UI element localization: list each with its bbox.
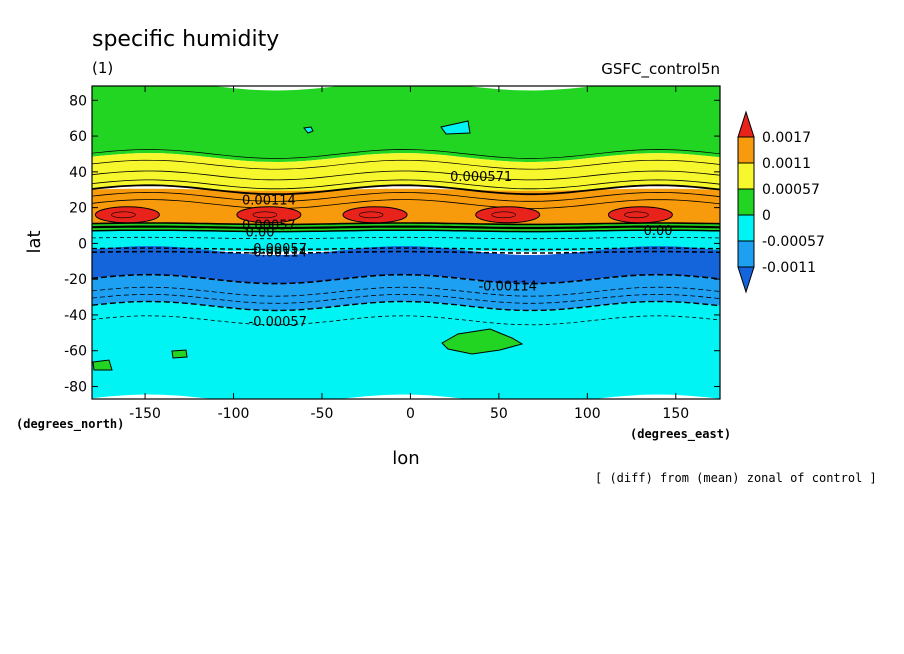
maximum-blob-0 <box>94 206 160 224</box>
contour-label-2: 0.00057 <box>242 219 296 234</box>
colorbar-label-4: -0.00057 <box>762 234 825 250</box>
contour-band-0 <box>92 86 720 162</box>
x-unit-label: (degrees_east) <box>630 427 731 442</box>
contour-line-16 <box>92 300 720 312</box>
x-tick-label-0: -150 <box>129 406 161 422</box>
colorbar-label-1: 0.0011 <box>762 156 811 172</box>
maximum-inner-contour-2 <box>358 211 384 219</box>
colorbar-segment-0 <box>737 110 755 138</box>
contour-label-1: 0.00114 <box>242 193 296 208</box>
contour-line-1 <box>92 159 720 170</box>
maximum-inner-contour-0 <box>111 211 136 219</box>
colorbar-label-2: 0.00057 <box>762 182 820 198</box>
y-tick-label-6: -40 <box>64 308 87 324</box>
contour-label-3: 0.00 <box>246 226 275 241</box>
colorbar-segment-1 <box>737 136 755 164</box>
contour-label-6: -0.00114 <box>249 245 307 260</box>
chart-subtitle: (1) <box>92 59 113 77</box>
maximum-blob-2 <box>342 206 408 224</box>
contour-band-1 <box>92 153 720 195</box>
y-tick-label-8: -80 <box>64 379 87 395</box>
x-tick-label-2: -50 <box>311 406 334 422</box>
colorbar-label-0: 0.0017 <box>762 130 811 146</box>
contour-band-7 <box>92 301 720 399</box>
colorbar: 0.0017 0.0011 0.00057 0 -0.00057 -0.0011 <box>737 110 825 294</box>
contour-line-4 <box>92 184 720 196</box>
x-axis-ticks: -150 -100 -50 0 50 100 150 <box>129 86 689 422</box>
chart-title: specific humidity <box>92 27 279 52</box>
x-tick-label-4: 50 <box>490 406 508 422</box>
maximum-blob-4 <box>607 206 673 224</box>
contour-label-0: 0.000571 <box>450 170 512 185</box>
maximum-blob-1 <box>236 206 302 224</box>
contour-band-4 <box>92 229 720 252</box>
y-tick-label-0: 80 <box>69 93 87 109</box>
y-tick-label-2: 40 <box>69 165 87 181</box>
contour-line-13 <box>92 273 720 285</box>
contour-label-5: -0.00057 <box>249 242 307 257</box>
patch-southwest-green <box>92 359 113 371</box>
plot-frame <box>91 85 721 400</box>
contour-line-11 <box>92 247 720 251</box>
y-axis-label: lat <box>24 230 45 253</box>
maximum-blob-3 <box>475 206 541 224</box>
y-tick-label-5: -20 <box>64 272 87 288</box>
colorbar-segment-3 <box>737 188 755 216</box>
contour-lines <box>92 149 720 326</box>
x-axis-label: lon <box>392 448 419 469</box>
contour-line-0 <box>92 149 720 159</box>
maximum-inner-contour-1 <box>252 211 278 219</box>
maximum-inner-contour-4 <box>624 211 649 219</box>
contour-line-6 <box>92 199 720 209</box>
patch-north-small <box>303 126 314 134</box>
contour-blobs <box>92 120 673 371</box>
colorbar-segment-5 <box>737 240 755 268</box>
colorbar-label-3: 0 <box>762 208 771 224</box>
contour-band-5 <box>92 246 720 284</box>
contour-line-3 <box>92 179 720 190</box>
x-tick-label-5: 100 <box>574 406 601 422</box>
contour-line-9 <box>92 229 720 233</box>
patch-north-cyan <box>440 120 471 135</box>
contour-label-8: -0.00057 <box>249 315 307 330</box>
colorbar-label-5: -0.0011 <box>762 260 816 276</box>
contour-line-14 <box>92 286 720 297</box>
contour-label-7: -0.00114 <box>478 279 536 294</box>
y-unit-label: (degrees_north) <box>16 417 124 432</box>
contour-label-4: 0.00 <box>644 224 673 239</box>
contour-line-2 <box>92 170 720 181</box>
maximum-inner-contour-3 <box>491 211 517 219</box>
y-tick-label-7: -60 <box>64 344 87 360</box>
colorbar-segment-6 <box>737 266 755 294</box>
x-tick-label-3: 0 <box>406 406 415 422</box>
contour-line-7 <box>92 222 720 226</box>
contour-line-5 <box>92 191 720 202</box>
run-label: GSFC_control5n <box>601 60 720 79</box>
x-tick-label-1: -100 <box>218 406 250 422</box>
contour-line-8 <box>92 225 720 230</box>
x-tick-label-6: 150 <box>662 406 689 422</box>
y-tick-label-4: 0 <box>78 236 87 252</box>
patch-south-green <box>441 328 524 355</box>
contour-line-15 <box>92 293 720 304</box>
y-tick-label-3: 20 <box>69 201 87 217</box>
y-axis-ticks: 80 60 40 20 0 -20 -40 -60 -80 <box>64 93 720 395</box>
colorbar-segment-2 <box>737 162 755 190</box>
y-tick-label-1: 60 <box>69 129 87 145</box>
contour-line-12 <box>92 250 720 254</box>
patch-south-small-green <box>171 349 188 359</box>
footnote: [ (diff) from (mean) zonal of control ] <box>595 471 877 485</box>
colorbar-segment-4 <box>737 214 755 242</box>
